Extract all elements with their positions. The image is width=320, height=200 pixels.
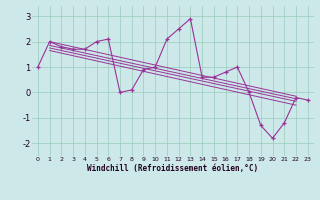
X-axis label: Windchill (Refroidissement éolien,°C): Windchill (Refroidissement éolien,°C) bbox=[87, 164, 258, 173]
